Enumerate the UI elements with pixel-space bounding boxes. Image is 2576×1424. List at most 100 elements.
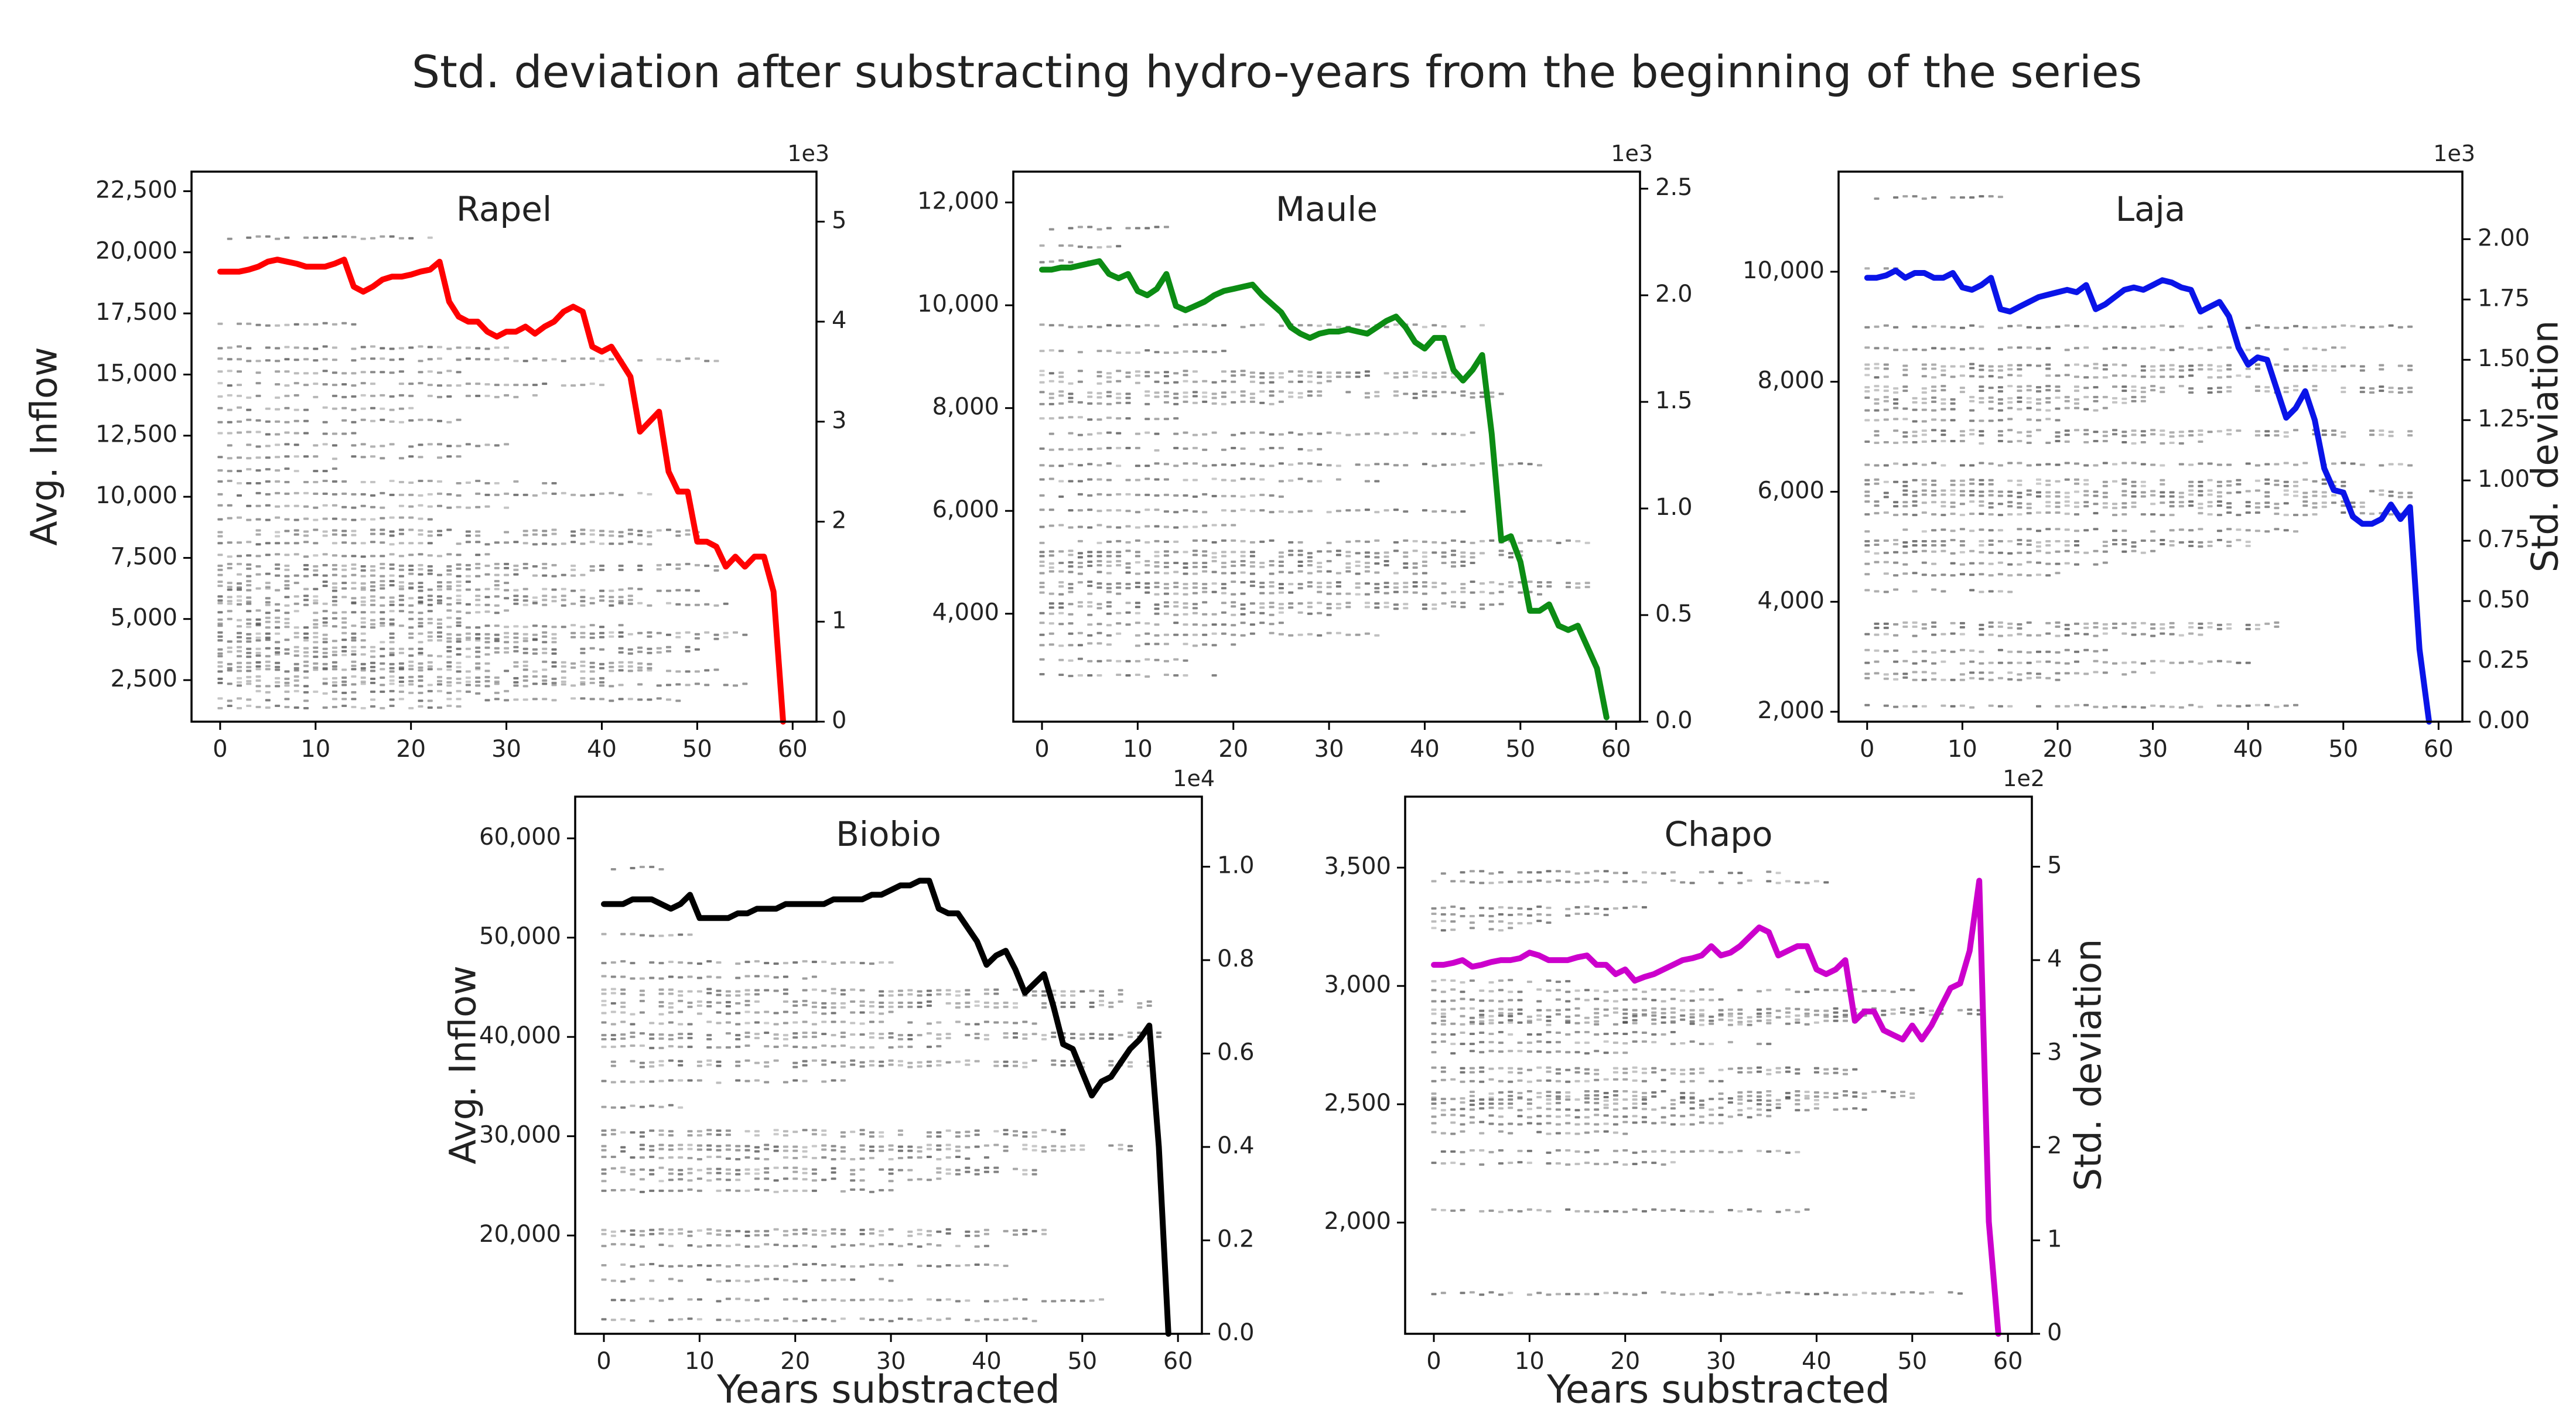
svg-text:20: 20 xyxy=(396,736,426,763)
svg-text:20,000: 20,000 xyxy=(95,238,177,265)
svg-text:6,000: 6,000 xyxy=(932,496,999,523)
subplot-chapo: Chapo 2,000 2,500 3,000 3,500 0 1 2 3 4 5 0 10 20 30 4… xyxy=(1324,766,2062,1375)
subplot-maule: Maule 4,000 6,000 8,000 10,000 12,000 0.0 0.5 1… xyxy=(917,141,1693,763)
svg-text:20: 20 xyxy=(1218,736,1248,763)
subplot-title-chapo: Chapo xyxy=(1664,814,1773,854)
ylabel-avg-inflow-row1: Avg. Inflow xyxy=(22,347,66,546)
svg-text:10: 10 xyxy=(300,736,330,763)
svg-text:4,000: 4,000 xyxy=(932,599,999,626)
svg-text:0: 0 xyxy=(213,736,227,763)
svg-text:10: 10 xyxy=(1948,736,1977,763)
svg-text:1.25: 1.25 xyxy=(2478,405,2530,432)
svg-text:1.00: 1.00 xyxy=(2478,466,2530,493)
ylabel-std-deviation-row2: Std. deviation xyxy=(2066,938,2110,1191)
tick-labels: 4,000 6,000 8,000 10,000 12,000 0.0 0.5 1.0 1.5 2… xyxy=(917,141,1693,763)
svg-text:2.5: 2.5 xyxy=(1655,174,1693,201)
xlabel-years-substracted-biobio: Years substracted xyxy=(717,1367,1060,1412)
axis-multiplier: 1e3 xyxy=(2433,141,2475,166)
svg-text:2.00: 2.00 xyxy=(2478,224,2530,251)
series-line-biobio xyxy=(601,877,1171,1337)
svg-text:2,000: 2,000 xyxy=(1757,697,1825,724)
svg-text:60: 60 xyxy=(2424,736,2454,763)
svg-text:3: 3 xyxy=(832,407,846,434)
svg-text:0.00: 0.00 xyxy=(2478,707,2530,734)
axis-multiplier: 1e3 xyxy=(1611,141,1653,166)
ylabel-avg-inflow-row2: Avg. Inflow xyxy=(441,965,484,1165)
xlabel-years-substracted-chapo: Years substracted xyxy=(1547,1367,1890,1412)
svg-text:10,000: 10,000 xyxy=(1743,257,1825,284)
svg-text:6,000: 6,000 xyxy=(1757,477,1825,504)
scatter-dots xyxy=(1431,870,1982,1296)
svg-text:12,500: 12,500 xyxy=(95,421,177,448)
svg-text:50: 50 xyxy=(2328,736,2358,763)
svg-text:7,500: 7,500 xyxy=(110,543,177,570)
svg-text:1.50: 1.50 xyxy=(2478,345,2530,372)
subplot-biobio: Biobio 20,000 30,000 40,000 50,000 60,000 0.0… xyxy=(479,766,1255,1375)
svg-text:50: 50 xyxy=(1505,736,1535,763)
subplot-title-rapel: Rapel xyxy=(456,189,552,229)
svg-text:0: 0 xyxy=(832,707,846,734)
tick-labels: 2,000 4,000 6,000 8,000 10,000 0.00 0.25 0.50 0.… xyxy=(1743,141,2530,763)
svg-text:8,000: 8,000 xyxy=(1757,367,1825,394)
svg-text:10,000: 10,000 xyxy=(95,482,177,509)
svg-text:5,000: 5,000 xyxy=(110,605,177,631)
svg-text:1: 1 xyxy=(832,607,846,634)
svg-text:60: 60 xyxy=(778,736,808,763)
series-line-laja xyxy=(1864,267,2432,725)
svg-text:40: 40 xyxy=(587,736,617,763)
subplot-rapel: Rapel 2,500 5,000 7,500 10,000 12,500 15,000 1… xyxy=(95,141,846,763)
series-line-maule xyxy=(1039,258,1610,720)
svg-text:30: 30 xyxy=(491,736,521,763)
tick-labels: 20,00030,00040,00050,00060,0000.00.20.40… xyxy=(479,766,1255,1375)
subplot-title-laja: Laja xyxy=(2115,189,2186,229)
svg-text:20: 20 xyxy=(2043,736,2073,763)
svg-text:1.0: 1.0 xyxy=(1655,494,1693,521)
axis-multiplier: 1e3 xyxy=(787,141,829,166)
plot-canvas-laja: 2,000 4,000 6,000 8,000 10,000 0.00 0.25 0.50 0.… xyxy=(1743,141,2530,763)
svg-text:4,000: 4,000 xyxy=(1757,587,1825,614)
svg-text:1.75: 1.75 xyxy=(2478,285,2530,312)
svg-text:15,000: 15,000 xyxy=(95,360,177,387)
svg-text:0.75: 0.75 xyxy=(2478,526,2530,553)
subplot-title-maule: Maule xyxy=(1275,189,1378,229)
plot-canvas-maule: 4,000 6,000 8,000 10,000 12,000 0.0 0.5 1.0 1.5 2… xyxy=(917,141,1693,763)
svg-text:0: 0 xyxy=(1034,736,1049,763)
svg-text:0.25: 0.25 xyxy=(2478,647,2530,674)
svg-text:60: 60 xyxy=(1601,736,1631,763)
axis-multiplier: 1e2 xyxy=(2003,766,2045,791)
svg-text:0: 0 xyxy=(1860,736,1874,763)
svg-text:4: 4 xyxy=(832,307,846,334)
scatter-dots xyxy=(601,866,1161,1323)
svg-text:10: 10 xyxy=(1123,736,1153,763)
svg-text:2: 2 xyxy=(832,507,846,534)
svg-text:17,500: 17,500 xyxy=(95,299,177,326)
plot-canvas-rapel: 2,500 5,000 7,500 10,000 12,500 15,000 17,500 2… xyxy=(95,141,846,763)
svg-text:1.5: 1.5 xyxy=(1655,387,1693,414)
svg-text:12,000: 12,000 xyxy=(917,188,999,215)
series-line-chapo xyxy=(1431,877,2001,1337)
svg-text:0.5: 0.5 xyxy=(1655,600,1693,627)
svg-text:22,500: 22,500 xyxy=(95,176,177,203)
svg-text:40: 40 xyxy=(2233,736,2263,763)
figure-title: Std. deviation after substracting hydro-… xyxy=(411,46,2143,98)
svg-text:5: 5 xyxy=(832,207,846,234)
svg-text:10,000: 10,000 xyxy=(917,291,999,317)
subplot-title-biobio: Biobio xyxy=(836,814,941,854)
svg-text:40: 40 xyxy=(1410,736,1440,763)
svg-text:30: 30 xyxy=(2138,736,2168,763)
svg-text:2.0: 2.0 xyxy=(1655,281,1693,308)
svg-text:0.0: 0.0 xyxy=(1655,707,1693,734)
ylabel-std-deviation-row1: Std. deviation xyxy=(2523,320,2567,573)
svg-text:8,000: 8,000 xyxy=(932,394,999,421)
tick-labels: 2,500 5,000 7,500 10,000 12,500 15,000 17,500 2… xyxy=(95,141,846,763)
svg-text:50: 50 xyxy=(682,736,712,763)
subplot-laja: Laja 2,000 4,000 6,000 8,000 10,000 0.00 0.25 0… xyxy=(1743,141,2530,763)
svg-text:2,500: 2,500 xyxy=(110,665,177,692)
svg-text:30: 30 xyxy=(1314,736,1344,763)
scatter-dots xyxy=(1039,226,1590,678)
axis-multiplier: 1e4 xyxy=(1173,766,1215,791)
svg-text:0.50: 0.50 xyxy=(2478,586,2530,613)
